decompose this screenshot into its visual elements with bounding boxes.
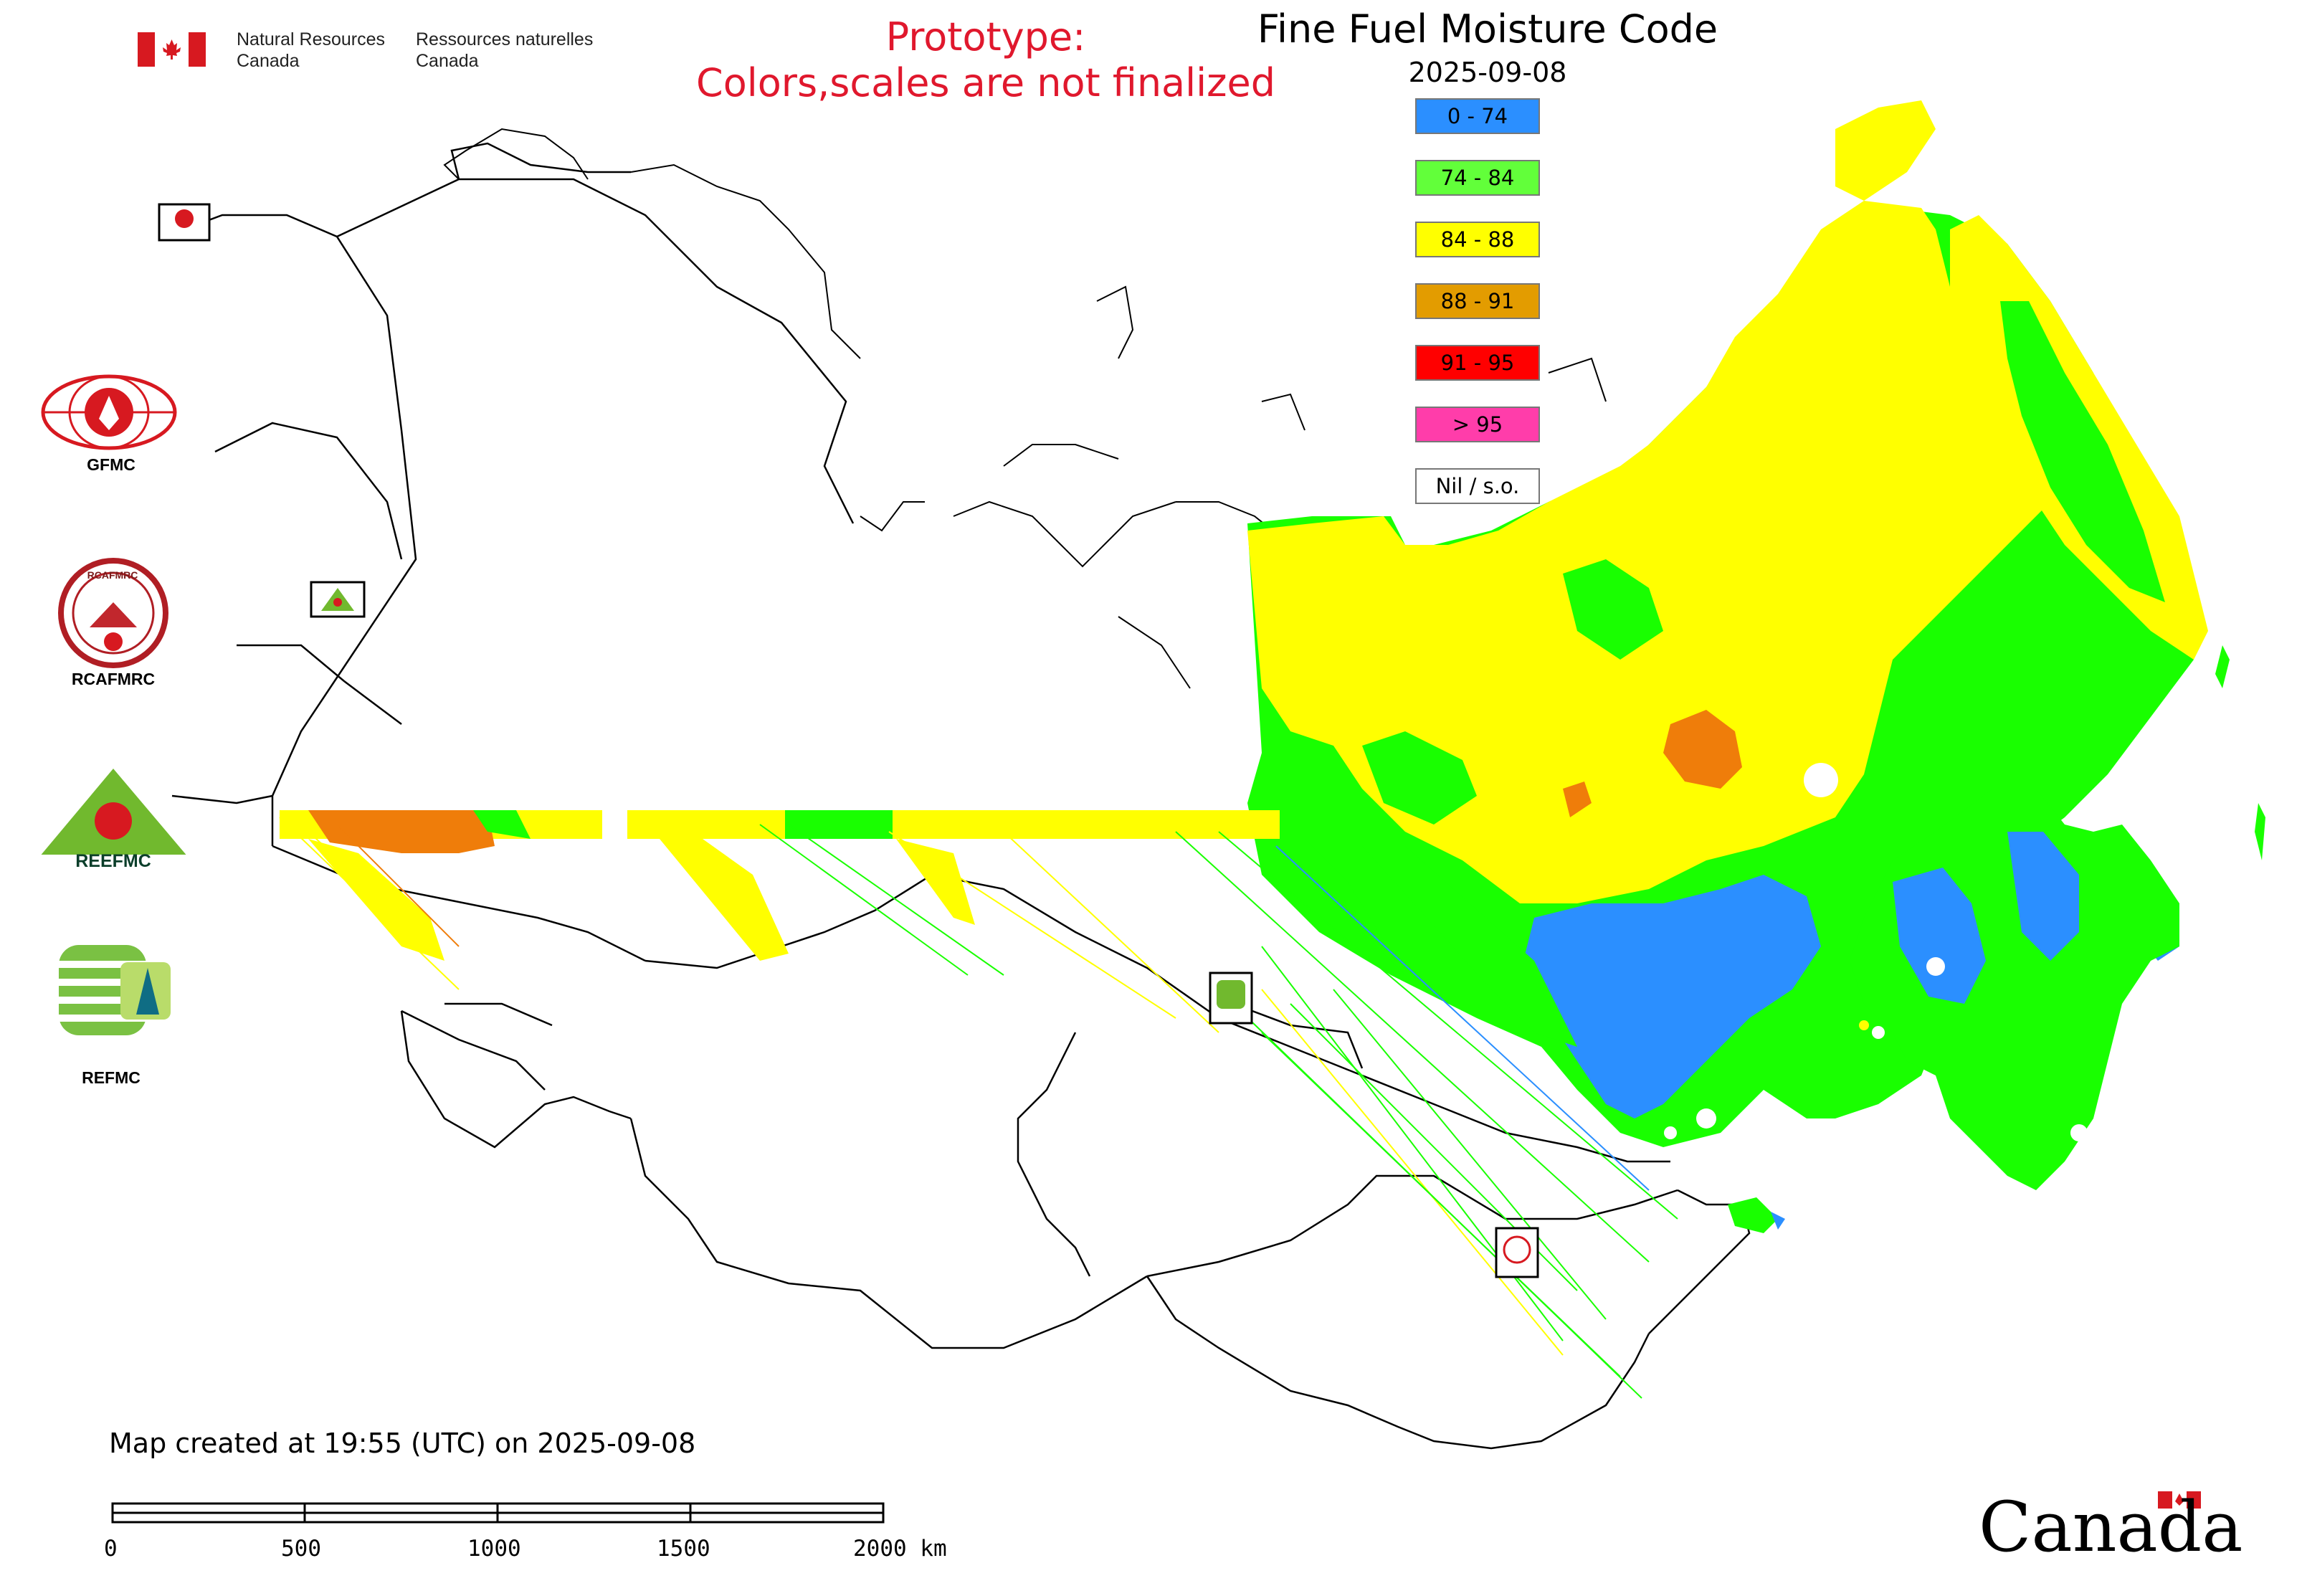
rcafmrc-emblem-text: RCAFMRC xyxy=(87,569,138,581)
legend-item: 74 - 84 xyxy=(1415,160,1540,196)
rcafmrc-logo xyxy=(58,558,168,668)
rcafmrc-label: RCAFMRC xyxy=(71,670,156,688)
scale-label: 1000 xyxy=(467,1536,521,1562)
station-marker-refmc xyxy=(1209,972,1253,1025)
canada-wordmark-flag-icon xyxy=(2158,1491,2201,1509)
map-title: Fine Fuel Moisture Code xyxy=(1257,6,1718,52)
scale-bar xyxy=(111,1502,885,1524)
prototype-notice-line2: Colors,scales are not finalized xyxy=(696,60,1275,105)
agency-name-fr-line1: Ressources naturelles xyxy=(416,29,594,49)
station-marker-reefmc xyxy=(310,581,366,618)
legend-item: 91 - 95 xyxy=(1415,345,1540,381)
prototype-notice: Prototype: Colors,scales are not finaliz… xyxy=(609,14,1362,106)
gfmc-logo xyxy=(41,374,177,450)
prototype-notice-line1: Prototype: xyxy=(885,14,1086,60)
scale-label: 1500 xyxy=(657,1536,710,1562)
station-marker-rcafmrc xyxy=(1495,1227,1539,1278)
scale-label: 0 xyxy=(104,1536,118,1562)
canada-flag-icon xyxy=(138,32,206,67)
reefmc-label: REEFMC xyxy=(75,851,151,871)
data-streaks xyxy=(279,817,1678,1399)
scale-label: 500 xyxy=(281,1536,321,1562)
legend-item: 88 - 91 xyxy=(1415,283,1540,319)
refmc-logo xyxy=(59,945,171,1035)
ffmc-raster xyxy=(280,100,2265,1233)
legend-item: 0 - 74 xyxy=(1415,98,1540,134)
canada-wordmark: Canada xyxy=(1979,1487,2243,1567)
gfmc-label: GFMC xyxy=(87,455,135,474)
country-borders xyxy=(164,142,1751,1450)
agency-name-fr: Ressources naturelles Canada xyxy=(416,29,593,72)
scale-label: 2000 km xyxy=(853,1536,947,1562)
agency-name-en: Natural Resources Canada xyxy=(237,29,385,72)
map-created-note: Map created at 19:55 (UTC) on 2025-09-08 xyxy=(109,1428,696,1459)
refmc-label: REFMC xyxy=(82,1068,141,1087)
reefmc-logo xyxy=(39,769,188,870)
agency-name-fr-line2: Canada xyxy=(416,51,479,71)
agency-name-en-line2: Canada xyxy=(237,51,300,71)
agency-name-en-line1: Natural Resources xyxy=(237,29,386,49)
station-marker-gfmc xyxy=(158,203,211,242)
legend-item: Nil / s.o. xyxy=(1415,468,1540,504)
legend-item: 84 - 88 xyxy=(1415,222,1540,257)
legend-item: > 95 xyxy=(1415,407,1540,442)
map-date: 2025-09-08 xyxy=(1408,57,1567,88)
